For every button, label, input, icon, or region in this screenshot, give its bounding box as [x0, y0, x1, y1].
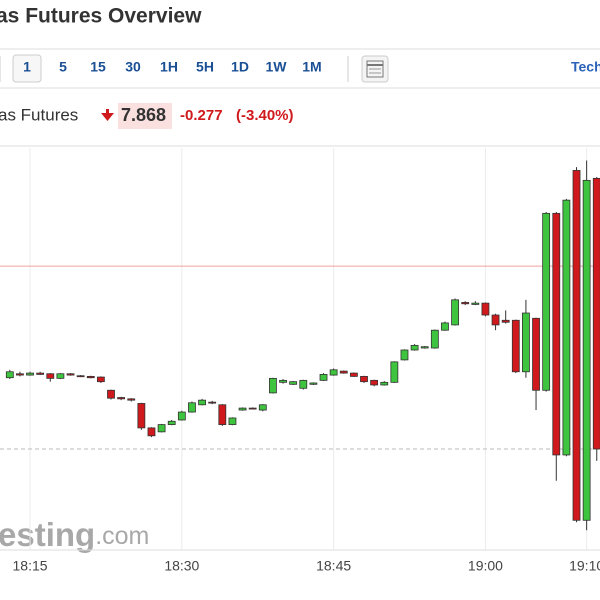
candle-body — [360, 375, 368, 383]
candle-body — [461, 302, 470, 305]
down-arrow — [101, 109, 114, 121]
candle-body — [410, 344, 419, 351]
candle-body — [218, 404, 227, 425]
candle-body — [562, 199, 571, 456]
tech-link[interactable]: Tech — [571, 59, 600, 75]
candle-body — [5, 371, 14, 379]
page-title: as Futures Overview — [0, 5, 202, 28]
candle-body — [299, 379, 308, 389]
candle-body — [16, 373, 24, 376]
candle-body — [441, 322, 449, 331]
x-tick-label: 18:15 — [13, 558, 48, 574]
candle-body — [46, 373, 55, 379]
watermark-left: esting — [0, 516, 95, 553]
candle-body — [36, 372, 45, 375]
interval-button[interactable]: 1D — [231, 59, 249, 75]
watermark-right: .com — [95, 522, 149, 550]
candle-body — [147, 427, 156, 437]
candle-body — [269, 377, 277, 394]
candle-body — [188, 402, 196, 413]
price-highlight — [118, 103, 172, 129]
candle-body — [390, 361, 399, 383]
instrument-name: as Futures — [0, 105, 78, 124]
candle-body — [451, 299, 459, 326]
candle-body — [66, 373, 75, 376]
x-tick-label: 18:45 — [316, 558, 351, 574]
last-price: 7.868 — [121, 105, 166, 125]
candle-body — [96, 376, 105, 383]
candle-body — [501, 319, 510, 323]
candle-body — [471, 302, 480, 305]
candle-body — [511, 319, 520, 373]
candle-body — [481, 302, 490, 316]
candle-body — [572, 170, 581, 521]
candle-body — [319, 374, 328, 381]
candle-body — [117, 397, 126, 400]
candle-body — [238, 407, 247, 411]
candle-body — [542, 212, 551, 391]
x-tick-label: 19:10 — [569, 558, 600, 574]
interval-button[interactable]: 1M — [302, 59, 321, 75]
candle-body — [76, 375, 85, 378]
candle-body — [127, 398, 136, 401]
candle-body — [289, 381, 298, 385]
candle-body — [370, 379, 379, 386]
candle-body — [56, 373, 65, 379]
watermark: esting.com — [0, 516, 149, 553]
interval-button[interactable]: 1 — [23, 59, 31, 75]
candle-body — [107, 389, 115, 399]
table-icon[interactable] — [361, 55, 389, 83]
candle-body — [329, 369, 338, 376]
candle-body — [400, 349, 409, 361]
interval-button[interactable]: 15 — [90, 59, 106, 75]
interval-button[interactable]: 5H — [196, 59, 214, 75]
toolbar: 1 5 15 30 1H 5H 1D 1W 1M — [0, 54, 322, 83]
candle-body — [309, 382, 318, 385]
candle-body — [198, 399, 206, 406]
plot: 18:15 18:30 18:45 19:00 19:10 — [0, 148, 600, 574]
interval-button[interactable]: 5 — [59, 59, 67, 75]
candle-body — [420, 346, 429, 349]
candle-body — [552, 212, 561, 456]
candle-body — [137, 403, 146, 429]
candle-body — [380, 381, 389, 386]
selected-interval-box — [12, 54, 42, 83]
candle-body — [592, 177, 600, 450]
interval-button[interactable]: 1W — [266, 59, 288, 75]
candle-body — [248, 407, 257, 410]
candle-body — [279, 379, 287, 383]
candle-body — [177, 411, 186, 421]
candle-body — [228, 417, 237, 425]
interval-button[interactable]: 30 — [125, 59, 141, 75]
candle-body — [582, 179, 591, 521]
candle-body — [430, 329, 439, 349]
candle-body — [26, 372, 34, 376]
candle-body — [167, 420, 176, 425]
candle-body — [258, 404, 267, 411]
candle-body — [522, 312, 530, 373]
price-change-pct: (-3.40%) — [236, 107, 294, 124]
candle-body — [208, 401, 217, 404]
candle-body — [349, 372, 358, 377]
interval-button[interactable]: 1H — [160, 59, 178, 75]
candle-body — [491, 314, 500, 326]
x-tick-label: 18:30 — [164, 558, 199, 574]
candle-body — [339, 370, 348, 374]
price-change: -0.277 — [180, 107, 223, 124]
candle-body — [532, 317, 540, 391]
x-tick-label: 19:00 — [468, 558, 503, 574]
candle-body — [86, 375, 95, 379]
candle-body — [157, 424, 166, 433]
